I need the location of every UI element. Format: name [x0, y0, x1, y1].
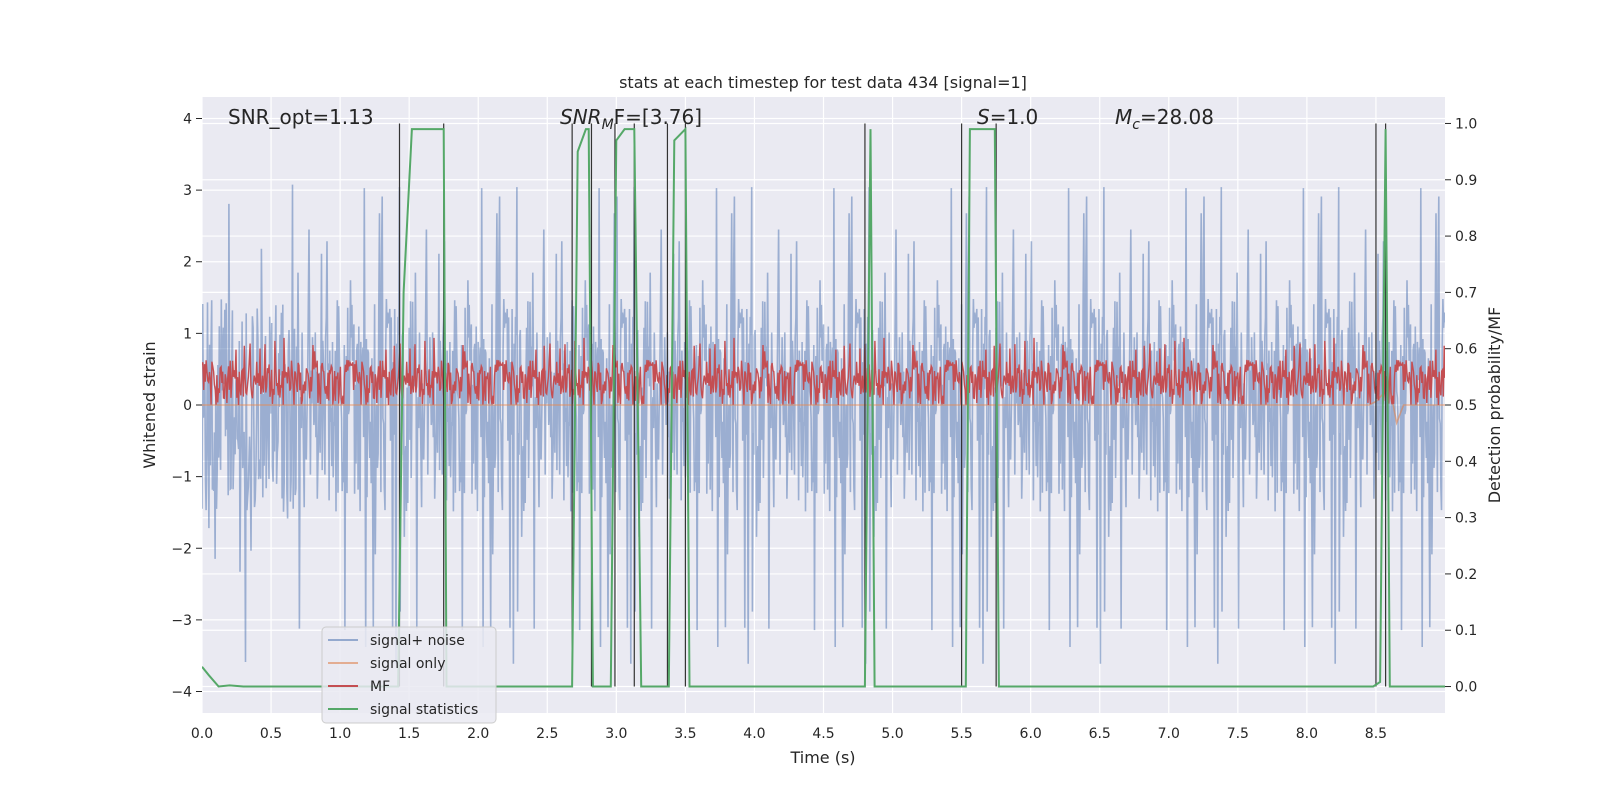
x-tick-label: 1.5	[398, 726, 420, 742]
y-axis-label-right: Detection probability/MF	[1485, 307, 1504, 504]
x-tick-label: 5.0	[881, 726, 903, 742]
legend-box	[321, 626, 497, 724]
x-tick-label: 0.5	[260, 726, 282, 742]
legend-label-signal-noise: signal+ noise	[370, 633, 465, 649]
y-tick-label-right: 0.4	[1455, 454, 1477, 470]
x-tick-label: 5.5	[950, 726, 972, 742]
x-tick-label: 6.5	[1089, 726, 1111, 742]
annotation-s: S=1.0	[977, 105, 1038, 129]
x-tick-label: 4.5	[812, 726, 834, 742]
ticks-layer: 0.0 0.5 1.0 1.5 2.0 2.5 3.0 3.5 4.0 4.5 5.0 5.5 6.0 6…	[171, 111, 1477, 742]
series-layer	[202, 123, 1445, 688]
y-tick-label-left: −3	[171, 613, 192, 629]
y-tick-label-right: 0.3	[1455, 511, 1477, 527]
annotation-snr-mf: SNRMF=[3.76]	[560, 105, 702, 133]
y-tick-label-left: 1	[183, 326, 192, 342]
x-tick-label: 7.0	[1158, 726, 1180, 742]
x-tick-label: 8.0	[1296, 726, 1318, 742]
x-tick-label: 2.5	[536, 726, 558, 742]
legend: signal+ noise signal only MF signal stat…	[321, 626, 497, 724]
y-tick-label-left: 2	[183, 255, 192, 271]
annotation-mc: Mc=28.08	[1115, 105, 1214, 133]
x-tick-label: 4.0	[743, 726, 765, 742]
y-tick-label-right: 0.5	[1455, 398, 1477, 414]
x-tick-label: 6.0	[1020, 726, 1042, 742]
x-tick-label: 7.5	[1227, 726, 1249, 742]
x-tick-label: 1.0	[329, 726, 351, 742]
x-axis-label: Time (s)	[789, 748, 855, 767]
x-tick-label: 2.0	[467, 726, 489, 742]
y-tick-label-left: 0	[183, 398, 192, 414]
x-tick-label: 0.0	[191, 726, 213, 742]
series-signal-noise	[202, 184, 1445, 664]
x-tick-label: 3.0	[605, 726, 627, 742]
y-tick-label-right: 1.0	[1455, 116, 1477, 132]
x-tick-label: 8.5	[1365, 726, 1387, 742]
y-tick-label-left: −2	[171, 541, 192, 557]
legend-label-mf: MF	[370, 679, 390, 695]
y-tick-label-right: 0.0	[1455, 680, 1477, 696]
series-signal-only	[202, 385, 1445, 426]
y-tick-label-right: 0.2	[1455, 567, 1477, 583]
legend-label-signal-statistics: signal statistics	[370, 702, 478, 718]
y-tick-label-left: 4	[183, 111, 192, 127]
chart-title: stats at each timestep for test data 434…	[619, 73, 1027, 92]
y-tick-label-right: 0.6	[1455, 342, 1477, 358]
y-tick-label-left: −1	[171, 470, 192, 486]
series-signal-statistics	[202, 126, 1445, 688]
y-axis-label-left: Whitened strain	[140, 341, 159, 468]
y-tick-label-left: −4	[171, 685, 192, 701]
y-tick-label-right: 0.8	[1455, 229, 1477, 245]
annotation-snr-opt: SNR_opt=1.13	[228, 105, 374, 129]
series-mf	[202, 337, 1445, 406]
x-tick-label: 3.5	[674, 726, 696, 742]
y-tick-label-right: 0.9	[1455, 173, 1477, 189]
y-tick-label-right: 0.1	[1455, 623, 1477, 639]
legend-label-signal-only: signal only	[370, 656, 445, 672]
y-tick-label-left: 3	[183, 183, 192, 199]
y-tick-label-right: 0.7	[1455, 285, 1477, 301]
